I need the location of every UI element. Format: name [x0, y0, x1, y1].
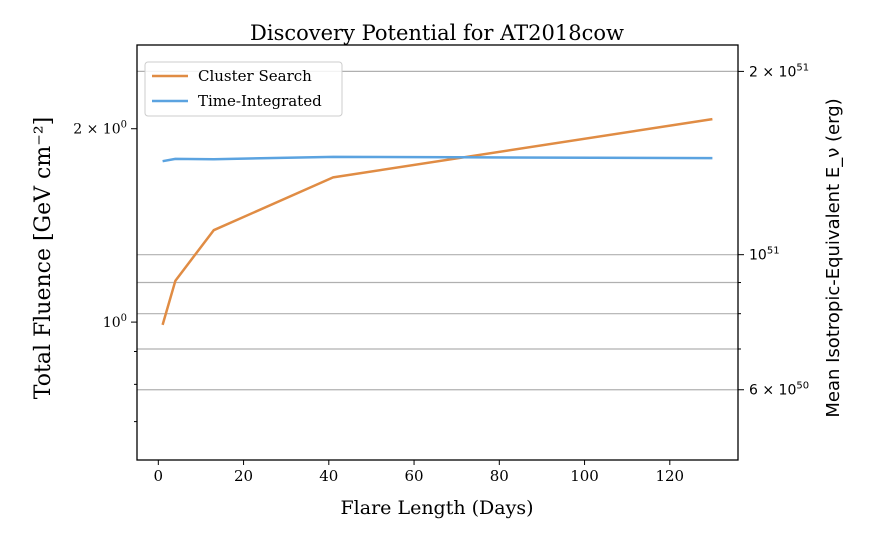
series-layer	[161, 117, 713, 326]
x-tick-label: 0	[154, 467, 164, 485]
grid-layer	[137, 70, 738, 391]
x-tick-label: 20	[234, 467, 253, 485]
x-tick-label: 120	[655, 467, 684, 485]
legend-label-cluster-search: Cluster Search	[198, 67, 312, 85]
series-line-1	[162, 155, 713, 163]
x-tick-label: 40	[319, 467, 338, 485]
x-tick-label: 60	[405, 467, 424, 485]
y-axis-label: Total Fluence [GeV cm⁻²]	[31, 117, 56, 399]
plot-frame	[136, 44, 739, 461]
legend-box	[144, 61, 343, 117]
x-axis-label: Flare Length (Days)	[341, 497, 534, 519]
right-y-tick-label: 6 × 1050	[749, 381, 809, 399]
legend-label-time-integrated: Time-Integrated	[198, 92, 322, 110]
x-tick-label: 100	[570, 467, 599, 485]
right-y-tick-label: 1051	[749, 246, 780, 264]
series-line-0	[161, 117, 713, 326]
y-tick-label: 2 × 100	[73, 120, 127, 138]
legend: Cluster Search Time-Integrated	[144, 61, 343, 117]
ticks-layer: 0 20 40 60 80 100 120 100 2 × 100 6 × 1050 1051 2 ×…	[73, 62, 809, 485]
y-tick-label: 100	[103, 313, 127, 331]
x-tick-label: 80	[490, 467, 509, 485]
right-y-axis-label: Mean Isotropic-Equivalent E_ν (erg)	[823, 98, 844, 417]
chart-title: Discovery Potential for AT2018cow	[250, 21, 624, 45]
right-y-tick-label: 2 × 1051	[749, 62, 809, 80]
